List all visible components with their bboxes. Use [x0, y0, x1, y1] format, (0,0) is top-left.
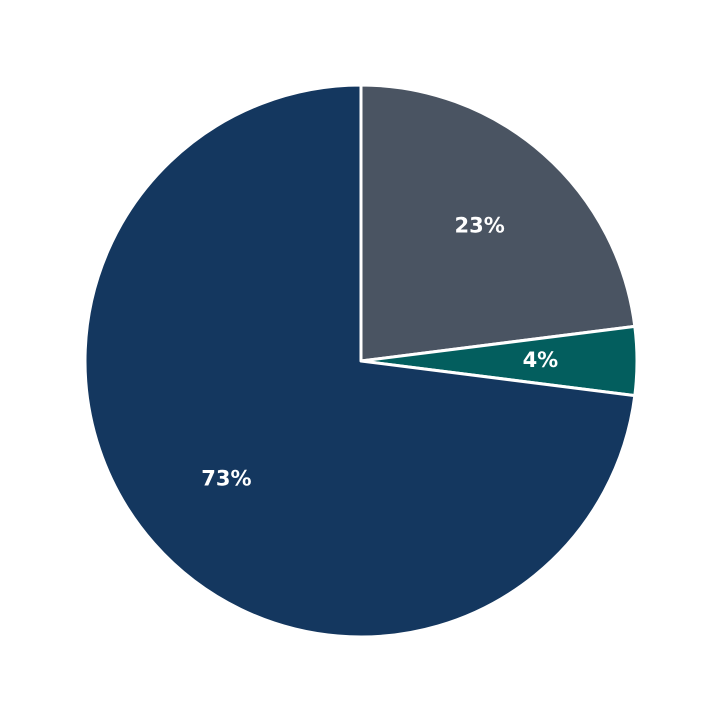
pie-slice — [83, 83, 637, 639]
slice-label: 73% — [201, 467, 251, 491]
slice-label: 4% — [523, 348, 559, 372]
pie-slice — [359, 83, 637, 363]
slice-label: 23% — [455, 213, 505, 237]
